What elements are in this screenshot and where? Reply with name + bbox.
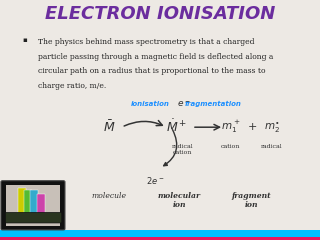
Text: circular path on a radius that is proportional to the mass to: circular path on a radius that is propor… [38,67,266,75]
Bar [24,190,32,218]
Text: fragment
ion: fragment ion [231,192,271,209]
Text: $m_1^+$: $m_1^+$ [221,119,240,135]
Text: $\bar{M}$: $\bar{M}$ [103,120,115,135]
Text: $m_2^{\bullet}$: $m_2^{\bullet}$ [264,120,280,135]
Text: radical
cation: radical cation [172,144,193,155]
Bar [0,237,320,240]
Text: $\dot{M}^+$: $\dot{M}^+$ [165,119,187,135]
Text: radical: radical [261,144,283,149]
Text: $2e^-$: $2e^-$ [146,175,164,186]
FancyBboxPatch shape [5,212,62,223]
Text: +: + [248,122,258,132]
Bar [6,185,60,226]
Text: ▪: ▪ [22,37,27,43]
Text: ELECTRON IONISATION: ELECTRON IONISATION [45,5,275,23]
Bar [0,230,320,237]
Text: fragmentation: fragmentation [184,101,241,107]
Text: The physics behind mass spectrometry is that a charged: The physics behind mass spectrometry is … [38,38,255,46]
Bar [37,194,45,218]
Text: ionisation: ionisation [130,101,169,107]
FancyArrowPatch shape [164,130,177,166]
Bar [18,188,26,219]
Text: molecule: molecule [91,192,126,200]
Bar [30,190,38,218]
Text: $e^-$: $e^-$ [177,100,191,109]
Text: charge ratio, m/e.: charge ratio, m/e. [38,82,107,90]
Text: molecular
ion: molecular ion [158,192,201,209]
Text: cation: cation [221,144,240,149]
Text: particle passing through a magnetic field is deflected along a: particle passing through a magnetic fiel… [38,53,274,61]
FancyBboxPatch shape [1,181,65,230]
